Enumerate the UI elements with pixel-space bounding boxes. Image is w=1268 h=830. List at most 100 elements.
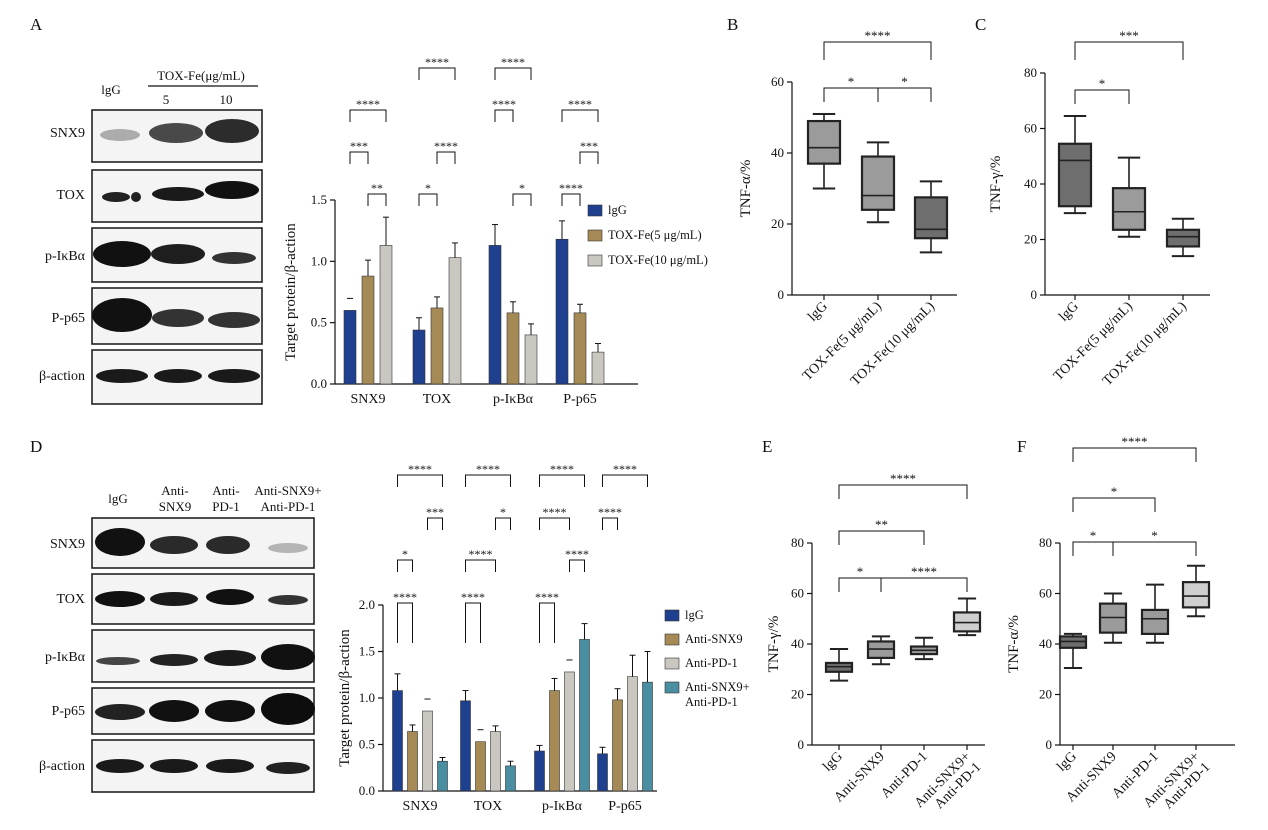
significance-bracket xyxy=(569,559,585,572)
blot-band xyxy=(150,759,198,773)
blot-d-label-tox: TOX xyxy=(56,592,85,607)
legend-swatch xyxy=(587,229,603,242)
bar-TOX-2 xyxy=(490,731,501,792)
bar-P-p65-1 xyxy=(612,699,623,792)
significance-bracket xyxy=(602,517,618,530)
blot-a-label-pikba: p-IκBα xyxy=(45,249,86,264)
legend-label: lgG xyxy=(608,203,627,217)
x-tick-label-0: lgG xyxy=(1054,749,1079,774)
blot-band xyxy=(208,312,260,328)
blot-band xyxy=(150,654,198,666)
y-tick-label: 1.5 xyxy=(311,192,327,207)
blot-band xyxy=(100,129,140,141)
y-tick-label: 0 xyxy=(798,737,805,752)
significance-bracket xyxy=(602,474,648,487)
legend-label: lgG xyxy=(685,608,704,622)
significance-label: * xyxy=(500,505,506,519)
blot-band xyxy=(152,187,204,201)
blot-a-header-10: 10 xyxy=(220,92,233,107)
blot-d-header-pd1: PD-1 xyxy=(212,499,239,514)
y-tick-label: 60 xyxy=(1024,121,1037,136)
blot-band xyxy=(150,592,198,606)
y-tick-label: 20 xyxy=(791,687,804,702)
significance-label: **** xyxy=(469,547,493,561)
significance-label: **** xyxy=(543,505,567,519)
bar-P-p65-2 xyxy=(591,351,605,385)
y-tick-label: 40 xyxy=(771,145,784,160)
x-tick-label-0: lgG xyxy=(1056,299,1081,324)
blot-band xyxy=(268,543,308,553)
blot-a-label-snx9: SNX9 xyxy=(50,126,85,141)
blot-band xyxy=(95,704,145,720)
significance-label: **** xyxy=(476,462,500,476)
blot-band xyxy=(261,644,315,670)
significance-label: **** xyxy=(890,471,916,486)
blot-d-label-bactin: β-action xyxy=(39,759,85,774)
significance-bracket xyxy=(397,474,443,487)
box-3 xyxy=(1181,581,1211,609)
bar-SNX9-0 xyxy=(343,310,357,385)
significance-bracket xyxy=(494,67,532,80)
significance-bracket xyxy=(838,530,925,545)
blot-band xyxy=(154,369,202,383)
blot-band xyxy=(95,528,145,556)
significance-label: **** xyxy=(434,139,458,153)
blot-a-label-pp65: P-p65 xyxy=(52,311,85,326)
significance-bracket xyxy=(367,193,387,206)
y-tick-label: 1.0 xyxy=(311,253,327,268)
blot-band xyxy=(205,700,255,722)
blot-band xyxy=(206,759,254,773)
x-tick-label-P-p65: P-p65 xyxy=(608,799,641,814)
y-tick-label: 0.0 xyxy=(359,783,375,798)
significance-label: * xyxy=(848,74,855,89)
blot-band xyxy=(206,589,254,605)
blot-band xyxy=(150,536,198,554)
blot-band xyxy=(95,591,145,607)
y-tick-label: 0.5 xyxy=(359,737,375,752)
x-tick-label-p-IκBα: p-IκBα xyxy=(493,392,534,407)
bar-TOX-3 xyxy=(505,765,516,792)
bar-chart-d: 0.0 0.5 1.0 1.5 2.0 Target protein/β-action SN… xyxy=(337,462,750,814)
blot-band xyxy=(96,759,144,773)
bar-SNX9-3 xyxy=(437,760,448,792)
significance-label: **** xyxy=(568,97,592,111)
box-2 xyxy=(1140,608,1170,635)
y-tick-label: 20 xyxy=(1024,232,1037,247)
significance-label: **** xyxy=(1122,434,1148,449)
legend-swatch xyxy=(664,633,680,646)
blot-band xyxy=(152,309,204,327)
blot-d-label-snx9: SNX9 xyxy=(50,537,85,552)
significance-label: **** xyxy=(559,181,583,195)
legend-swatch xyxy=(664,681,680,694)
blot-d-header-anti-1: Anti- xyxy=(161,483,188,498)
significance-bracket xyxy=(349,109,387,122)
blot-band xyxy=(261,693,315,725)
blot-d-header-combo-1: Anti-SNX9+ xyxy=(254,483,321,498)
panel-label-e: E xyxy=(762,437,772,456)
bar-SNX9-1 xyxy=(407,731,418,792)
bar-p-IκBα-2 xyxy=(524,334,538,385)
significance-bracket xyxy=(880,577,968,592)
blot-band xyxy=(149,700,199,722)
bar-SNX9-1 xyxy=(361,275,375,385)
blot-a-row-5: β-action xyxy=(39,349,263,405)
blot-band xyxy=(205,181,259,199)
panel-label-f: F xyxy=(1017,437,1026,456)
significance-bracket xyxy=(1074,41,1184,60)
legend-swatch xyxy=(664,609,680,622)
blot-band xyxy=(131,192,141,202)
legend-swatch xyxy=(587,204,603,217)
blot-band xyxy=(92,298,152,332)
blot-d-label-pp65: P-p65 xyxy=(52,704,85,719)
significance-bracket xyxy=(561,109,599,122)
blot-d-header-combo-2: Anti-PD-1 xyxy=(261,499,316,514)
bar-p-IκBα-0 xyxy=(488,245,502,385)
significance-bracket xyxy=(823,41,932,60)
significance-bracket xyxy=(1072,447,1197,462)
significance-label: **** xyxy=(408,462,432,476)
bar-SNX9-2 xyxy=(422,710,433,792)
significance-label: *** xyxy=(1119,28,1139,43)
significance-label: * xyxy=(1099,76,1106,91)
legend-label: TOX-Fe(5 μg/mL) xyxy=(608,228,702,242)
